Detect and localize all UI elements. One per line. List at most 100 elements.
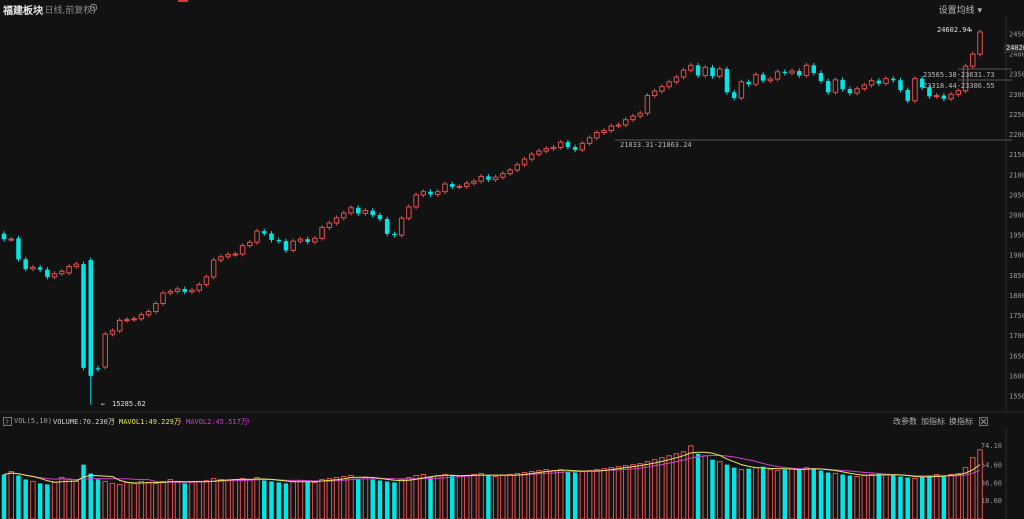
volume-bar-up: [189, 481, 195, 519]
candle-body-up: [948, 93, 954, 100]
volume-bar-up: [550, 470, 557, 519]
candle-body-up: [290, 240, 296, 251]
vol-indicator-name[interactable]: VOL(5,10): [14, 417, 52, 425]
candle-body-up: [239, 245, 246, 255]
mavol1-line: [3, 451, 981, 484]
switch-indicator-button[interactable]: 换指标: [949, 417, 973, 426]
add-indicator-button[interactable]: 加指标: [921, 417, 945, 426]
volume-bar-down: [81, 464, 86, 519]
volume-bar-up: [362, 476, 369, 519]
candle-body-up: [500, 173, 506, 178]
volume-bar-up: [521, 472, 528, 519]
volume-chart[interactable]: 74.10 54.60 36.60 18.60: [0, 428, 1024, 519]
volume-bar-up: [883, 474, 889, 519]
volume-bar-up: [688, 445, 694, 519]
volume-bar-up: [73, 480, 80, 519]
volume-bar-down: [840, 474, 845, 519]
svg-text:?: ?: [5, 418, 9, 426]
question-icon[interactable]: ?: [3, 417, 12, 426]
volume-bars: [1, 445, 983, 519]
volume-bar-up: [478, 473, 484, 519]
high-price-label: 24602.94: [937, 26, 971, 34]
volume-bar-up: [702, 455, 709, 519]
price-axis: 24500.0 24000.0 23500.0 23000.0 22500.0 22000…: [1009, 31, 1024, 401]
candlestick-chart[interactable]: 24500.0 24000.0 23500.0 23000.0 22500.0 22000…: [0, 0, 1024, 414]
board-title[interactable]: 福建板块: [3, 6, 43, 17]
candle-body-down: [23, 259, 28, 269]
candle-body-down: [840, 79, 845, 90]
candle-body-up: [630, 115, 636, 121]
volume-bar-up: [586, 470, 593, 519]
candle-body-down: [782, 71, 788, 74]
arrow-up-icon: ↑: [111, 417, 116, 425]
volume-bar-down: [1, 474, 7, 519]
edit-params-button[interactable]: 改参数: [893, 417, 917, 426]
close-icon[interactable]: [979, 417, 988, 426]
candle-body-up: [102, 333, 108, 368]
candle-body-up: [312, 237, 318, 243]
candle-body-up: [623, 119, 629, 126]
volume-bar-up: [174, 480, 181, 519]
volume-bar-up: [463, 474, 470, 519]
candle-body-up: [232, 253, 239, 256]
candle-body-up: [666, 81, 672, 88]
volume-bar-down: [811, 468, 816, 519]
gear-icon[interactable]: [89, 3, 98, 12]
volume-bar-down: [377, 480, 383, 519]
candle-body-up: [478, 175, 484, 182]
candle-body-up: [109, 330, 116, 335]
candle-body-up: [637, 112, 643, 117]
volume-bar-up: [601, 468, 607, 519]
candle-body-down: [797, 71, 802, 76]
volume-bar-up: [933, 474, 940, 519]
price-tick-label: 22000.0: [1009, 131, 1024, 139]
candle-body-up: [514, 164, 521, 171]
candle-body-up: [348, 207, 354, 214]
volume-bar-up: [124, 481, 130, 519]
volume-bar-up: [145, 481, 152, 519]
volume-bar-down: [486, 475, 491, 519]
candle-body-down: [927, 87, 932, 97]
candle-body-up: [789, 70, 795, 74]
volume-bar-up: [210, 477, 217, 519]
ma-setting-button[interactable]: 设置均线 ▾: [939, 3, 982, 16]
volume-bar-down: [88, 473, 93, 519]
candle-body-up: [767, 78, 774, 82]
price-tick-label: 17000.0: [1009, 332, 1024, 340]
volume-bar-up: [413, 474, 419, 519]
candle-body-down: [269, 233, 274, 240]
candle-body-up: [594, 132, 600, 139]
candle-body-down: [305, 239, 310, 242]
candle-body-up: [962, 65, 969, 92]
candle-body-down: [16, 238, 21, 260]
volume-bar-up: [239, 477, 246, 519]
candle-body-up: [196, 284, 202, 291]
price-tick-label: 19000.0: [1009, 252, 1024, 260]
price-tick-label: 16500.0: [1009, 352, 1024, 360]
volume-bar-up: [623, 465, 629, 519]
candle-body-up: [153, 302, 159, 313]
volume-bar-down: [847, 475, 853, 519]
volume-bar-down: [95, 479, 101, 519]
volume-tick-label: 36.60: [981, 479, 1002, 487]
candle-body-down: [710, 67, 715, 77]
volume-bar-up: [767, 469, 774, 519]
volume-bar-down: [818, 470, 824, 519]
candle-body-up: [456, 185, 463, 188]
candle-body-up: [225, 253, 231, 258]
volume-bar-down: [37, 483, 43, 519]
price-annotations: 21833.31-21863.24 23565.38-23631.73 2331…: [101, 26, 1012, 408]
volume-value: VOLUME:70.230万: [53, 418, 115, 426]
candle-body-up: [774, 71, 781, 80]
candle-body-up: [59, 270, 65, 275]
volume-bar-up: [312, 481, 318, 519]
candle-body-up: [66, 265, 72, 274]
candle-body-up: [673, 76, 680, 83]
low-arrow-icon: ←: [101, 400, 105, 408]
candle-body-up: [832, 79, 839, 93]
volume-bar-up: [579, 471, 586, 519]
volume-bar-up: [420, 474, 427, 519]
price-tick-label: 18000.0: [1009, 292, 1024, 300]
volume-bar-down: [941, 475, 947, 519]
candle-body-up: [579, 142, 586, 151]
